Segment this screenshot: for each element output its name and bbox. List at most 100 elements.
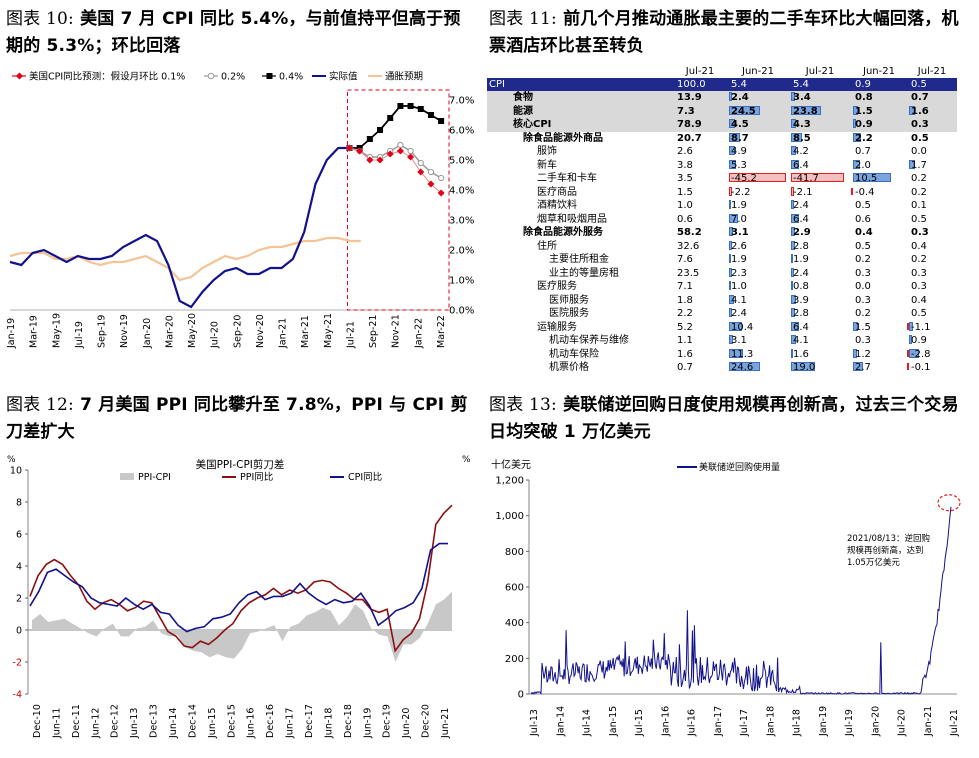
cell-value: 1.1: [677, 335, 693, 346]
x-tick-label: Jan-18: [765, 706, 776, 737]
x-tick-label: Jan-16: [660, 706, 671, 737]
negative-marker: [907, 322, 909, 330]
value-bar: [729, 92, 733, 101]
table-cell: 3.5: [673, 172, 727, 186]
value-bar: [791, 267, 795, 277]
cell-value: 0.3: [855, 294, 871, 306]
table-cell: 5.3: [727, 159, 789, 173]
forecast-box: [346, 89, 450, 311]
table-cell: 7.1: [673, 280, 727, 294]
value-bar: [729, 105, 760, 115]
table-row: 运输服务 5.2 10.4 6.4 1.5 -1.1: [487, 321, 957, 335]
cell-value: 1.7: [911, 159, 927, 171]
cell-value: 0.5: [855, 240, 871, 252]
forecast-0.4-point: [387, 115, 394, 121]
x-tick-label: Dec-19: [382, 704, 393, 738]
table-cell: 7.3: [673, 105, 727, 119]
cell-value: 10.4: [731, 321, 754, 333]
row-label: 二手车和卡车: [537, 173, 597, 184]
table-cell: -0.4: [851, 186, 907, 200]
table-column-header: Jul-21: [805, 66, 835, 77]
cell-value: 7.6: [677, 254, 693, 265]
cell-value: 7.3: [677, 105, 695, 117]
table-cell: 1.6: [673, 348, 727, 362]
x-tick-label: May-19: [51, 313, 62, 348]
table-cell: 0.3: [851, 334, 907, 348]
forecast-0.2-point: [417, 159, 424, 167]
row-label: 机动车保养与维修: [549, 335, 629, 346]
x-tick-label: Jul-19: [844, 709, 855, 737]
x-tick-label: Dec-13: [149, 704, 160, 738]
table-cell: 0.2: [907, 253, 957, 267]
x-tick-label: Jan-15: [608, 706, 619, 737]
table-cell: 4.9: [727, 145, 789, 159]
x-tick-label: Nov-19: [119, 314, 130, 348]
legend-marker: [266, 73, 273, 79]
cell-value: 20.7: [677, 132, 702, 144]
table-row: 食物 13.9 2.4 3.4 0.8 0.7: [487, 91, 957, 105]
table-cell: 0.5: [851, 199, 907, 213]
x-tick-label: Jun-20: [401, 708, 412, 739]
table-row: 机动车保险 1.6 11.3 1.6 1.2 -2.8: [487, 348, 957, 362]
table-row: 服饰 2.6 4.9 4.2 0.7 0.0: [487, 145, 957, 159]
y-tick-label: 8: [16, 498, 22, 509]
table-row: 医院服务 2.2 2.4 2.8 0.2 0.5: [487, 307, 957, 321]
table-cell: 0.7: [907, 91, 957, 105]
table-cell: 0.6: [851, 213, 907, 227]
forecast-0.4-point: [366, 136, 373, 142]
value-bar: [909, 159, 916, 169]
table-cell: 0.3: [907, 226, 957, 240]
table-cell: 0.1: [907, 199, 957, 213]
x-tick-label: May-21: [323, 313, 334, 348]
cell-value: 100.0: [677, 78, 706, 90]
panel-title-3: 图表 12: 7 月美国 PPI 同比攀升至 7.8%，PPI 与 CPI 剪刀…: [6, 392, 476, 446]
chart-title: 美国PPI-CPI剪刀差: [196, 458, 285, 471]
forecast-0.4-line: [349, 105, 442, 149]
table-cell: 0.0: [851, 280, 907, 294]
table-cell: -45.2: [727, 172, 789, 186]
cell-value: 23.5: [677, 267, 700, 279]
table-row: 医疗商品 1.5 -2.2 -2.1 -0.4 0.2: [487, 186, 957, 200]
x-tick-label: Jun-16: [246, 708, 257, 739]
table-cell: 1.5: [851, 321, 907, 335]
x-tick-label: Jul-17: [739, 709, 750, 737]
cell-value: 3.8: [677, 159, 693, 171]
value-bar: [791, 254, 794, 263]
table-row: 除食品能源外服务 58.2 3.1 2.9 0.4 0.3: [487, 226, 957, 240]
cell-value: 23.8: [793, 105, 818, 117]
cpi-forecast-chart: 美国CPI同比预测：假设月环比 0.1% 0.2% 0.4% 实际值 通胀预期 0.0% 1…: [6, 71, 474, 350]
cell-value: 1.5: [855, 105, 873, 117]
x-tick-label: Jun-11: [51, 708, 62, 739]
table-cell: 1.8: [673, 294, 727, 308]
row-label: 医师服务: [549, 294, 589, 306]
table-cell: 0.5: [907, 78, 957, 92]
cell-value: 0.2: [911, 186, 927, 198]
table-cell: 19.0: [789, 361, 851, 375]
table-row: 酒精饮料 1.0 1.9 2.4 0.5 0.1: [487, 199, 957, 213]
cell-value: 0.0: [911, 146, 927, 157]
table-cell: 2.4: [727, 307, 789, 321]
table-cell: 0.5: [907, 307, 957, 321]
y-tick-label: 1.0%: [449, 276, 474, 287]
y-axis-unit-right: %: [462, 455, 471, 465]
panel-title-prefix: 图表 12:: [6, 395, 74, 415]
value-bar: [729, 159, 736, 169]
cell-value: 1.6: [911, 105, 929, 117]
y-tick-label: 2: [16, 594, 22, 605]
cell-value: 0.6: [677, 213, 693, 225]
y-tick-label: 3.0%: [449, 216, 474, 227]
y-tick-label: 10: [10, 466, 22, 477]
value-bar: [853, 348, 858, 358]
value-bar: [909, 335, 913, 344]
value-bar: [729, 267, 732, 277]
forecast-0.4-point: [417, 106, 424, 112]
cell-value: -0.4: [855, 186, 875, 198]
value-bar: [729, 213, 738, 223]
cell-value: 0.2: [855, 254, 871, 265]
table-row: 二手车和卡车 3.5 -45.2 -41.7 10.5 0.2: [487, 172, 957, 186]
table-cell: 2.8: [789, 307, 851, 321]
legend-label: PPI同比: [240, 471, 273, 483]
table-row: 医师服务 1.8 4.1 3.9 0.3 0.4: [487, 294, 957, 308]
x-tick-label: Mar-21: [300, 315, 311, 348]
table-cell: 3.8: [673, 159, 727, 173]
